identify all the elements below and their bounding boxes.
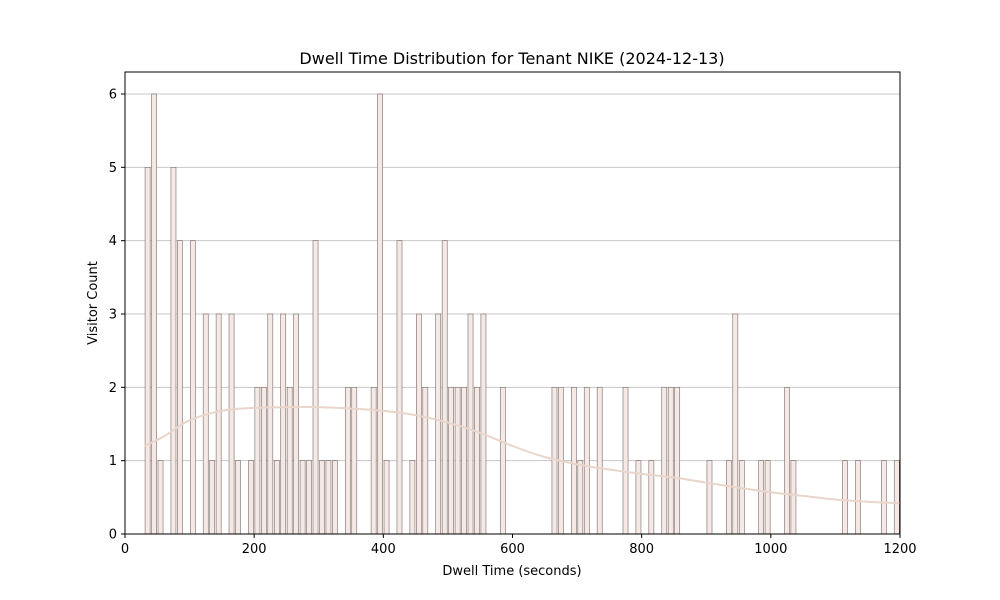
y-axis-label: Visitor Count — [86, 261, 101, 345]
chart-title: Dwell Time Distribution for Tenant NIKE … — [299, 49, 724, 68]
histogram-bar — [422, 387, 429, 535]
histogram-bar — [299, 460, 306, 535]
histogram-bar — [267, 313, 274, 535]
x-axis-label: Dwell Time (seconds) — [442, 564, 581, 579]
x-axis-ticks: 0 200 400 600 800 1000 1200 — [121, 534, 917, 557]
histogram-bar — [571, 387, 577, 535]
histogram-bar — [312, 240, 319, 535]
histogram-bar — [144, 167, 151, 535]
histogram-bar — [667, 387, 674, 535]
histogram-bar — [280, 313, 287, 535]
plot-frame — [124, 71, 901, 535]
histogram-bar — [448, 387, 454, 535]
histogram-bar — [254, 387, 261, 535]
y-tick-label: 0 — [109, 528, 117, 543]
histogram-bar — [151, 93, 157, 535]
histogram-bar — [577, 460, 584, 535]
histogram-bar — [726, 460, 732, 535]
histogram-bar — [215, 313, 222, 535]
histogram-bar — [758, 460, 764, 535]
histogram-bar — [306, 460, 312, 535]
histogram-bar — [467, 313, 474, 535]
histogram-bar — [157, 460, 164, 535]
histogram-bar — [661, 387, 668, 535]
histogram-bar — [474, 387, 480, 535]
histogram-bar — [170, 167, 177, 535]
histogram-bar — [235, 460, 241, 535]
histogram-bar — [383, 460, 390, 535]
histogram-bar — [332, 460, 338, 535]
histogram-bar — [273, 460, 280, 535]
y-tick-label: 2 — [109, 381, 117, 396]
histogram-bar — [209, 460, 216, 535]
histogram-bar — [248, 460, 254, 535]
y-tick-label: 3 — [109, 308, 117, 323]
y-tick-label: 1 — [109, 454, 117, 469]
histogram-bar — [706, 460, 713, 535]
y-axis-ticks: 0 1 2 3 4 5 6 — [109, 88, 125, 543]
y-tick-label: 4 — [109, 234, 117, 249]
histogram-bar — [893, 460, 900, 535]
histogram-bar — [635, 460, 642, 535]
x-tick-label: 800 — [629, 542, 654, 557]
histogram-bar — [881, 460, 887, 535]
histogram-bar — [202, 313, 209, 535]
histogram-bar — [855, 460, 861, 535]
histogram-bar — [583, 387, 590, 535]
histogram-bar — [596, 387, 603, 535]
histogram-bar — [319, 460, 325, 535]
x-tick-label: 1200 — [883, 542, 916, 557]
histogram-bar — [764, 460, 771, 535]
histogram-bar — [189, 240, 196, 535]
y-tick-label: 5 — [109, 161, 117, 176]
x-tick-label: 400 — [371, 542, 396, 557]
histogram-bar — [325, 460, 332, 535]
x-tick-label: 200 — [242, 542, 267, 557]
histogram-bar — [480, 313, 487, 535]
x-tick-label: 600 — [500, 542, 525, 557]
kde-curve — [143, 405, 901, 505]
histogram-bar — [286, 387, 293, 535]
histogram-bar — [409, 460, 416, 535]
histogram-bar — [784, 387, 790, 535]
x-tick-label: 1000 — [754, 542, 787, 557]
histogram-bar — [622, 387, 629, 535]
y-tick-label: 6 — [109, 88, 117, 103]
histogram-bar — [177, 240, 183, 535]
histogram-bar — [790, 460, 797, 535]
histogram-bar — [435, 313, 442, 535]
histogram-bar — [674, 387, 681, 535]
histogram-bar — [293, 313, 299, 535]
histogram-bar — [454, 387, 461, 535]
histogram-bar — [416, 313, 422, 535]
histogram-bar — [261, 387, 267, 535]
x-tick-label: 0 — [121, 542, 129, 557]
histogram-bar — [228, 313, 235, 535]
histogram-bar — [732, 313, 739, 535]
histogram-bar — [461, 387, 467, 535]
histogram-bar — [499, 387, 506, 535]
histogram-bar — [842, 460, 848, 535]
histogram-bar — [396, 240, 403, 535]
histogram-bar — [648, 460, 655, 535]
histogram-bar — [377, 93, 383, 535]
histogram-bar — [738, 460, 745, 535]
gridlines — [125, 93, 900, 462]
histogram-bar — [441, 240, 448, 535]
